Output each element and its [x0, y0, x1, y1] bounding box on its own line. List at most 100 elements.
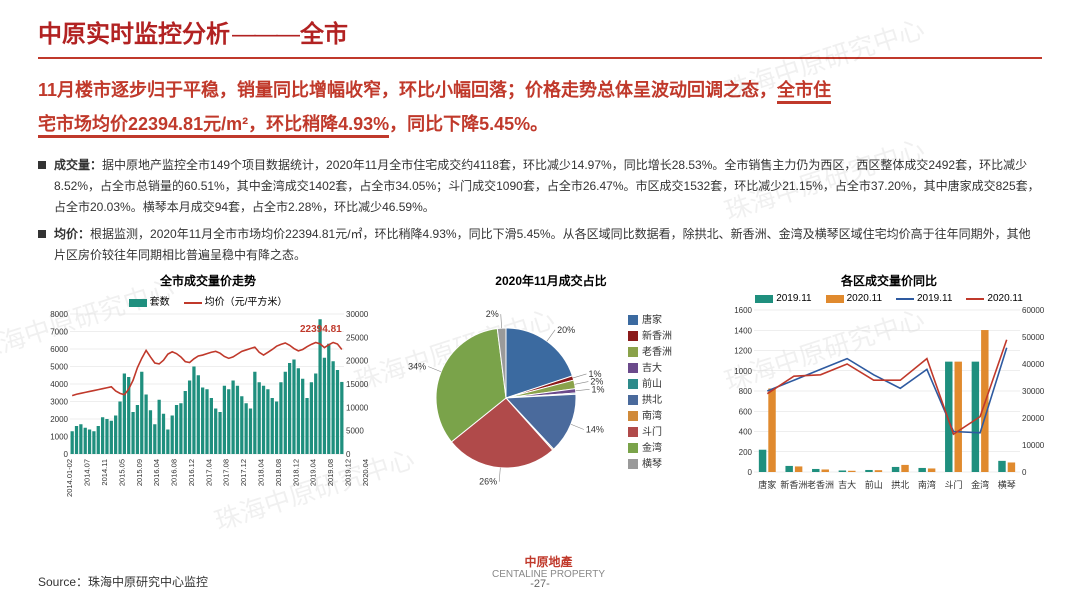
svg-text:60000: 60000	[1022, 306, 1045, 315]
svg-text:吉大: 吉大	[642, 361, 662, 374]
svg-text:7000: 7000	[50, 328, 68, 337]
svg-text:1000: 1000	[734, 367, 752, 376]
svg-text:30000: 30000	[346, 310, 369, 319]
svg-text:2016.08: 2016.08	[170, 459, 179, 486]
chart3-legend: 2019.112020.112019.112020.11	[724, 293, 1054, 304]
page-title: 中原实时监控分析 ——— 全市	[38, 14, 1042, 49]
bullet-label-1: 成交量：	[54, 158, 102, 172]
headline-text-1: 11月楼市逐步归于平稳，销量同比增幅收窄，环比小幅回落；价格走势总体呈波动回调之…	[38, 80, 777, 100]
svg-text:20%: 20%	[557, 325, 575, 335]
svg-text:30000: 30000	[1022, 387, 1045, 396]
svg-text:2015.05: 2015.05	[117, 459, 126, 486]
chart1-title: 全市成交量价走势	[38, 272, 378, 289]
svg-text:老香洲: 老香洲	[642, 345, 672, 358]
svg-text:2019.08: 2019.08	[326, 459, 335, 486]
svg-text:2014.07: 2014.07	[83, 459, 92, 486]
svg-text:南湾: 南湾	[642, 409, 662, 422]
bullet-text-1: 据中原地产监控全市149个项目数据统计，2020年11月全市住宅成交约4118套…	[54, 158, 1040, 214]
svg-text:3000: 3000	[50, 398, 68, 407]
bullet-text-2: 根据监测，2020年11月全市市场均价22394.81元/㎡，环比稍降4.93%…	[54, 227, 1031, 262]
svg-text:2%: 2%	[486, 310, 499, 320]
svg-text:2018.08: 2018.08	[274, 459, 283, 486]
svg-text:横琴: 横琴	[642, 457, 662, 470]
svg-text:50000: 50000	[1022, 333, 1045, 342]
bullet-square-icon	[38, 230, 46, 238]
svg-text:1%: 1%	[592, 385, 605, 395]
svg-text:6000: 6000	[50, 345, 68, 354]
chart-volume-price-trend: 全市成交量价走势 套数 均价（元/平方米） 0 1000 2000 3000 4000 5…	[38, 272, 378, 505]
svg-text:2017.04: 2017.04	[204, 459, 213, 486]
bullet-list: 成交量：据中原地产监控全市149个项目数据统计，2020年11月全市住宅成交约4…	[38, 155, 1042, 266]
chart3-title: 各区成交量价同比	[724, 272, 1054, 289]
svg-text:金湾: 金湾	[642, 441, 662, 454]
svg-text:8000: 8000	[50, 310, 68, 319]
svg-text:2017.12: 2017.12	[239, 459, 248, 486]
svg-text:22394.81: 22394.81	[300, 324, 342, 335]
svg-text:2016.04: 2016.04	[152, 459, 161, 486]
svg-text:0: 0	[1022, 468, 1027, 477]
bullet-price: 均价：根据监测，2020年11月全市市场均价22394.81元/㎡，环比稍降4.…	[38, 224, 1042, 266]
svg-text:2016.12: 2016.12	[187, 459, 196, 486]
svg-text:800: 800	[739, 387, 753, 396]
chart1-svg: 0100020003000400050006000700080000500010…	[38, 310, 378, 500]
svg-text:600: 600	[739, 408, 753, 417]
svg-text:1400: 1400	[734, 327, 752, 336]
svg-text:拱北: 拱北	[642, 393, 662, 406]
svg-text:1200: 1200	[734, 347, 752, 356]
chart-share-pie: 2020年11月成交占比 20%1%2%1%14%26%34%2%唐家新香洲老香…	[396, 272, 706, 505]
svg-text:34%: 34%	[408, 362, 426, 372]
bullet-label-2: 均价：	[54, 227, 90, 241]
page-number: -27-	[530, 578, 550, 590]
svg-text:0: 0	[346, 450, 351, 459]
svg-text:新香洲: 新香洲	[780, 479, 807, 490]
svg-text:2014.11: 2014.11	[100, 459, 109, 486]
svg-text:400: 400	[739, 428, 753, 437]
svg-text:唐家: 唐家	[758, 479, 776, 490]
svg-text:2019.04: 2019.04	[309, 459, 318, 486]
charts-row: 全市成交量价走势 套数 均价（元/平方米） 010002000300040005…	[38, 272, 1042, 505]
svg-text:2018.12: 2018.12	[291, 459, 300, 486]
chart1-legend-bar: 套数	[150, 297, 170, 308]
svg-text:25000: 25000	[346, 334, 369, 343]
svg-text:0: 0	[64, 450, 69, 459]
headline: 11月楼市逐步归于平稳，销量同比增幅收窄，环比小幅回落；价格走势总体呈波动回调之…	[38, 73, 1042, 141]
title-dash: ———	[230, 21, 300, 49]
svg-text:20000: 20000	[1022, 414, 1045, 423]
svg-text:5000: 5000	[346, 427, 364, 436]
bullet-square-icon	[38, 161, 46, 169]
svg-text:1000: 1000	[50, 433, 68, 442]
svg-text:2015.09: 2015.09	[135, 459, 144, 486]
centaline-logo: 中原地產 CENTALINE PROPERTY	[492, 556, 605, 580]
svg-text:15000: 15000	[346, 380, 369, 389]
chart2-svg: 20%1%2%1%14%26%34%2%唐家新香洲老香洲吉大前山拱北南湾斗门金湾…	[396, 293, 706, 493]
svg-text:0: 0	[748, 468, 753, 477]
svg-text:老香洲: 老香洲	[807, 479, 834, 490]
svg-text:2018.04: 2018.04	[257, 459, 266, 486]
bullet-volume: 成交量：据中原地产监控全市149个项目数据统计，2020年11月全市住宅成交约4…	[38, 155, 1042, 218]
svg-text:吉大: 吉大	[838, 479, 856, 490]
chart1-legend-line: 均价（元/平方米）	[205, 297, 288, 308]
title-sub: 全市	[300, 14, 348, 49]
logo-cn: 中原地產	[492, 556, 605, 569]
chart1-legend: 套数 均价（元/平方米）	[38, 293, 378, 308]
chart-district-yoy: 各区成交量价同比 2019.112020.112019.112020.11 0 2…	[724, 272, 1054, 505]
svg-text:1600: 1600	[734, 306, 752, 315]
svg-text:2019.12: 2019.12	[344, 459, 353, 486]
svg-text:26%: 26%	[479, 477, 497, 487]
headline-text-2: ，同比下降5.45%。	[389, 114, 548, 134]
svg-text:20000: 20000	[346, 357, 369, 366]
svg-text:新香洲: 新香洲	[642, 329, 672, 342]
svg-text:2000: 2000	[50, 415, 68, 424]
chart2-title: 2020年11月成交占比	[396, 272, 706, 289]
source-footer: Source：珠海中原研究中心监控	[38, 573, 208, 590]
svg-text:金湾: 金湾	[971, 479, 989, 490]
svg-text:2020.04: 2020.04	[361, 459, 370, 486]
svg-text:唐家: 唐家	[642, 313, 662, 326]
svg-text:4000: 4000	[50, 380, 68, 389]
title-divider	[38, 57, 1042, 59]
headline-underline-2: 宅市场均价22394.81元/m²，环比稍降4.93%	[38, 114, 389, 138]
headline-underline-1: 全市住	[777, 80, 831, 104]
svg-text:40000: 40000	[1022, 360, 1045, 369]
svg-text:2017.08: 2017.08	[222, 459, 231, 486]
svg-text:斗门: 斗门	[642, 425, 662, 438]
